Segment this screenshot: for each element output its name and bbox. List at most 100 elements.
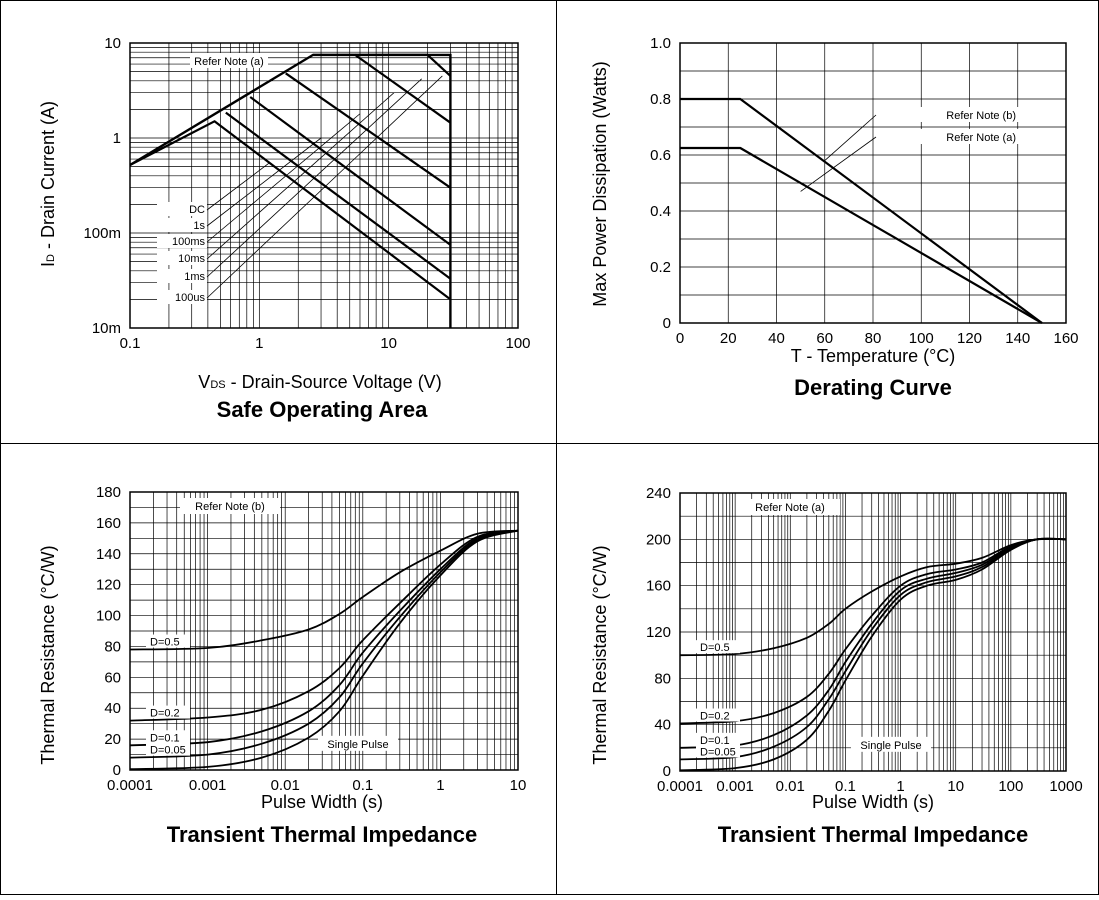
x-tick-label: 10 <box>947 778 964 795</box>
curve-label-bg <box>157 269 207 283</box>
chart-derating-curve: Refer Note (b) Refer Note (a) 0 20 40 60 80 10… <box>590 35 1079 400</box>
curve-label-leader <box>206 92 395 260</box>
y-tick-label: 40 <box>654 717 671 734</box>
x-tick-label: 40 <box>768 330 785 347</box>
x-tick-label: 0.01 <box>271 777 300 794</box>
duty-cycle-label: D=0.2 <box>150 708 180 720</box>
derating-chart-title: Derating Curve <box>794 375 952 400</box>
derating-note-label: Refer Note (b) <box>946 110 1016 122</box>
derating-note-bg <box>920 129 1020 144</box>
curve-label-bg <box>157 290 207 304</box>
thermal-a-y-axis-title: Thermal Resistance (°C/W) <box>590 545 610 764</box>
x-tick-label: 0 <box>676 330 684 347</box>
soa-curve-label: 10ms <box>178 253 205 265</box>
thermal-b-grid <box>129 491 518 771</box>
derating-x-axis-title: T - Temperature (°C) <box>791 346 956 366</box>
x-tick-label: 20 <box>720 330 737 347</box>
derating-note-leader <box>800 136 877 192</box>
thermal-b-series-group <box>129 529 519 771</box>
x-tick-label: 100 <box>505 335 530 352</box>
x-tick-label: 1 <box>896 778 904 795</box>
x-tick-label: 120 <box>957 330 982 347</box>
thermal-note-bg <box>740 499 840 515</box>
thermal-a-plot-frame <box>679 492 1067 772</box>
duty-cycle-label: D=0.1 <box>700 735 730 747</box>
thermal-note-label: Refer Note (b) <box>195 501 265 513</box>
soa-curve-label: 1ms <box>184 271 205 283</box>
curve-label-leader <box>206 75 443 299</box>
y-tick-label: 20 <box>104 731 121 748</box>
y-tick-label: 160 <box>96 515 121 532</box>
y-tick-label: 0.6 <box>650 147 671 164</box>
series-line-refer-note-a <box>680 146 1043 324</box>
soa-series-group <box>129 53 452 328</box>
derating-series-group: Refer Note (b) Refer Note (a) <box>680 97 1043 324</box>
y-tick-label: 0 <box>663 315 671 332</box>
curve-label-leader <box>206 162 270 211</box>
duty-cycle-label: D=0.05 <box>700 746 736 758</box>
duty-cycle-label: D=0.5 <box>700 642 730 654</box>
thermal-a-tick-labels: 0.0001 0.001 0.01 0.1 1 10 100 1000 0 40 80 120 160 2… <box>646 485 1083 795</box>
y-tick-label: 80 <box>104 638 121 655</box>
x-tick-label: 1000 <box>1049 778 1082 795</box>
series-line-dc <box>129 120 452 301</box>
thermal-b-plot-frame <box>129 491 519 771</box>
soa-curve-label: 1s <box>193 220 205 232</box>
note-label-bg <box>190 53 268 68</box>
y-tick-label: 0 <box>113 762 121 779</box>
soa-curve-label: 100us <box>175 292 205 304</box>
single-pulse-label: Single Pulse <box>327 739 388 751</box>
derating-grid <box>679 42 1067 324</box>
x-tick-label: 100 <box>998 778 1023 795</box>
x-tick-label: 0.0001 <box>657 778 703 795</box>
y-tick-label: 140 <box>96 546 121 563</box>
duty-label-bg <box>696 708 740 722</box>
x-tick-label: 1 <box>436 777 444 794</box>
duty-label-bg <box>696 640 740 654</box>
curve-label-leader <box>206 78 422 278</box>
soa-curve-label: 100ms <box>172 236 206 248</box>
single-pulse-label: Single Pulse <box>860 740 921 752</box>
y-tick-label: 0.8 <box>650 91 671 108</box>
y-tick-label: 120 <box>646 624 671 641</box>
x-tick-label: 0.0001 <box>107 777 153 794</box>
y-tick-label: 0.4 <box>650 203 671 220</box>
x-tick-label: 0.1 <box>120 335 141 352</box>
curve-label-bg <box>157 218 207 232</box>
x-tick-label: 0.1 <box>835 778 856 795</box>
soa-curve-label: DC <box>189 204 205 216</box>
duty-cycle-label: D=0.5 <box>150 637 180 649</box>
duty-cycle-label: D=0.05 <box>150 745 186 757</box>
curve-label-leader <box>206 137 322 227</box>
derating-tick-labels: 0 20 40 60 80 100 120 140 160 0 0.2 0.4 0.6 0.8 1.0 <box>650 35 1078 347</box>
y-tick-label: 100 <box>96 608 121 625</box>
series-line-refer-note-b <box>680 97 1043 324</box>
series-line-d-0-05 <box>679 537 1067 761</box>
y-tick-label: 1.0 <box>650 35 671 52</box>
soa-plot-frame <box>129 42 519 329</box>
thermal-b-tick-labels: 0.0001 0.001 0.01 0.1 1 100204060801001201401… <box>96 484 526 794</box>
thermal-note-bg <box>180 498 280 514</box>
duty-label-bg <box>146 634 190 648</box>
soa-limit-envelope <box>129 53 452 328</box>
y-tick-label: 1 <box>113 130 121 147</box>
series-line-d-0-2 <box>129 529 519 722</box>
x-tick-label: 0.1 <box>352 777 373 794</box>
chart-transient-thermal-impedance-note-b: 0.0001 0.001 0.01 0.1 1 100204060801001201401… <box>38 484 526 847</box>
thermal-a-x-axis-title: Pulse Width (s) <box>812 792 934 812</box>
chart-safe-operating-area: 0.1 1 10 100 10m 100m 1 10 Refer Note (a) DC 1s 10… <box>38 35 531 422</box>
derating-y-axis-title: Max Power Dissipation (Watts) <box>590 61 610 306</box>
x-tick-label: 1 <box>255 335 263 352</box>
x-tick-label: 80 <box>865 330 882 347</box>
duty-label-bg <box>146 730 190 744</box>
series-line-single-pulse <box>129 529 519 771</box>
thermal-b-chart-title: Transient Thermal Impedance <box>167 822 478 847</box>
series-line-d-0-1 <box>679 537 1067 749</box>
y-tick-label: 10 <box>104 35 121 52</box>
y-tick-label: 0.2 <box>650 259 671 276</box>
duty-label-bg <box>146 705 190 719</box>
thermal-a-chart-title: Transient Thermal Impedance <box>718 822 1029 847</box>
x-tick-label: 0.001 <box>716 778 754 795</box>
curve-label-bg <box>157 234 207 248</box>
